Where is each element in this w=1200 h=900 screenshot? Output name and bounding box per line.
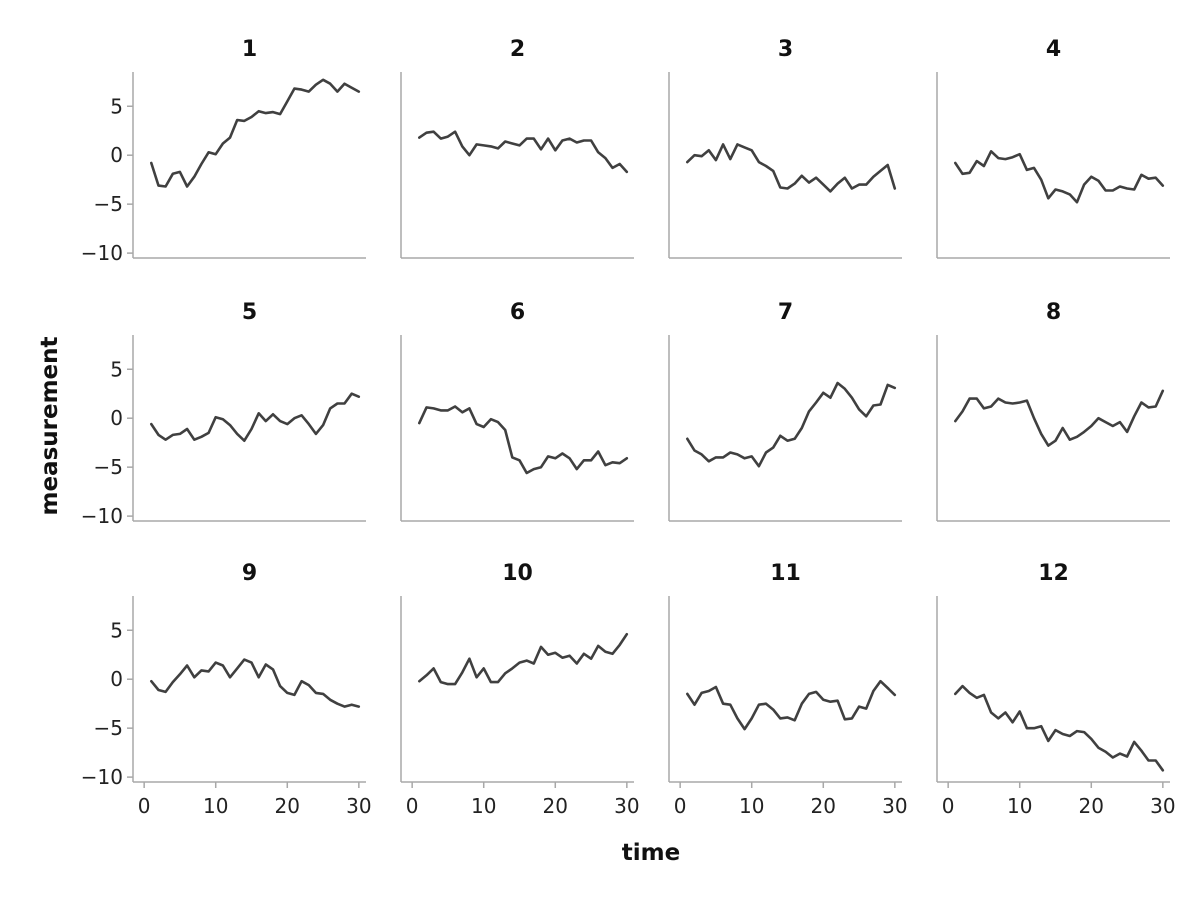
y-tick-label: 0 — [110, 143, 123, 167]
y-tick-label: 5 — [110, 94, 123, 118]
x-tick-label: 20 — [1079, 794, 1104, 818]
series-line — [953, 389, 1165, 447]
panel-title: 2 — [510, 37, 525, 62]
series-line — [417, 405, 629, 475]
panel-title: 7 — [778, 300, 793, 325]
x-axis-title: time — [622, 840, 680, 866]
y-tick-label: −10 — [81, 241, 123, 265]
panel-5: 5 5 0 −5 −10 — [81, 300, 366, 528]
panel-9: 9 5 0 −5 −10 0 10 20 30 — [81, 561, 372, 818]
y-tick-label: −5 — [94, 716, 123, 740]
x-tick-label: 30 — [882, 794, 907, 818]
panel-title: 1 — [242, 37, 257, 62]
x-tick-label: 10 — [471, 794, 496, 818]
panel-title: 12 — [1038, 561, 1069, 586]
y-tick-label: 5 — [110, 357, 123, 381]
series-line — [953, 684, 1165, 772]
panel-11: 11 0 10 20 30 — [668, 561, 908, 818]
panel-12: 12 0 10 20 30 — [936, 561, 1176, 818]
panel-title: 11 — [770, 561, 801, 586]
panel-4: 4 — [936, 37, 1170, 259]
y-tick-label: 0 — [110, 667, 123, 691]
y-tick-label: −10 — [81, 504, 123, 528]
panel-8: 8 — [936, 300, 1170, 522]
x-tick-label: 10 — [739, 794, 764, 818]
y-tick-label: −10 — [81, 765, 123, 789]
series-line — [150, 78, 361, 188]
x-tick-label: 0 — [138, 794, 151, 818]
series-line — [953, 150, 1165, 204]
panel-title: 6 — [510, 300, 525, 325]
series-line — [685, 679, 897, 731]
panel-3: 3 — [668, 37, 902, 259]
series-line — [417, 130, 629, 174]
x-tick-label: 30 — [614, 794, 639, 818]
x-tick-label: 10 — [1007, 794, 1032, 818]
x-tick-label: 10 — [203, 794, 228, 818]
panel-2: 2 — [400, 37, 634, 259]
panel-10: 10 0 10 20 30 — [400, 561, 640, 818]
y-tick-label: −5 — [94, 192, 123, 216]
y-tick-label: 0 — [110, 406, 123, 430]
series-line — [685, 381, 897, 468]
series-line — [417, 632, 629, 686]
x-tick-label: 30 — [346, 794, 371, 818]
x-tick-label: 20 — [275, 794, 300, 818]
panel-7: 7 — [668, 300, 902, 522]
series-line — [150, 392, 361, 443]
y-tick-label: −5 — [94, 455, 123, 479]
panel-title: 9 — [242, 561, 257, 586]
x-tick-label: 30 — [1150, 794, 1175, 818]
x-tick-label: 0 — [406, 794, 419, 818]
x-tick-label: 20 — [543, 794, 568, 818]
panel-title: 8 — [1046, 300, 1061, 325]
panel-title: 5 — [242, 300, 257, 325]
y-tick-label: 5 — [110, 618, 123, 642]
series-line — [685, 143, 897, 193]
x-tick-label: 0 — [674, 794, 687, 818]
panel-title: 10 — [502, 561, 533, 586]
y-axis-title: measurement — [37, 336, 63, 515]
panel-6: 6 — [400, 300, 634, 522]
x-tick-label: 20 — [811, 794, 836, 818]
series-line — [150, 658, 361, 708]
x-tick-label: 0 — [942, 794, 955, 818]
panel-title: 4 — [1046, 37, 1061, 62]
panel-1: 1 5 0 −5 −10 — [81, 37, 366, 265]
panel-title: 3 — [778, 37, 793, 62]
panels-grid: 1 5 0 −5 −10 2 3 4 5 5 0 −5 −10 6 7 8 9 5 0 −5 −10 0 10 20 30 10 0… — [81, 37, 1176, 818]
